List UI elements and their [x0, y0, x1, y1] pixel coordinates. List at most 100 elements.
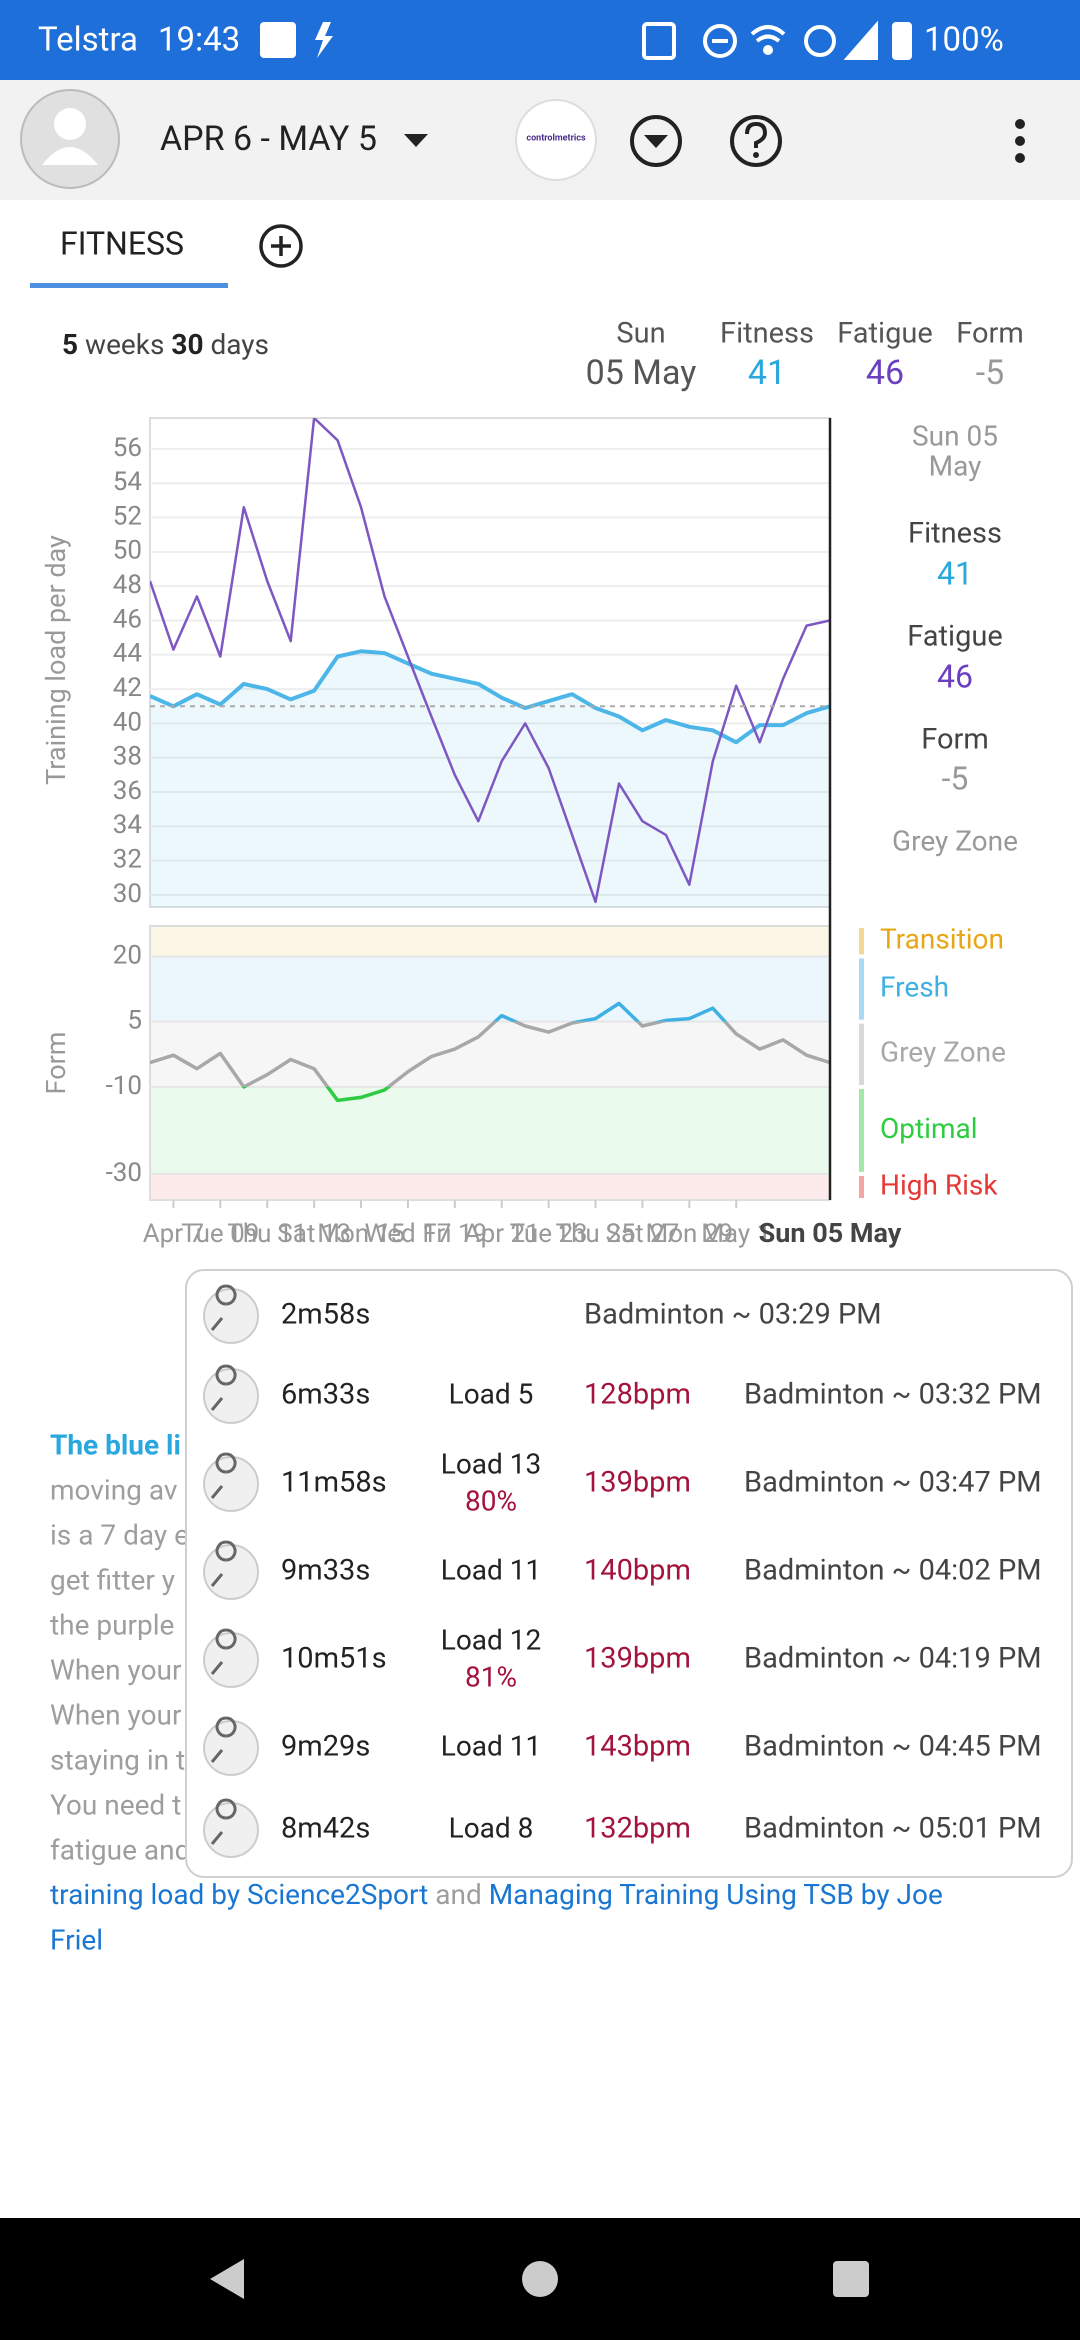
add-tab[interactable]	[259, 224, 303, 268]
x-highlight-label: Sun 05 May	[759, 1217, 902, 1249]
article-links: training load by Science2Sport and Manag…	[50, 1878, 943, 1911]
activity: Badminton ~ 04:45 PM	[744, 1730, 1042, 1764]
racket-glyph	[210, 1540, 237, 1587]
menu-button[interactable]	[1015, 119, 1025, 163]
form-line	[492, 1001, 728, 1022]
y-tick-label: 40	[113, 707, 142, 737]
heart-rate: 128bpm	[584, 1378, 691, 1412]
form-value: -5	[976, 353, 1005, 393]
activity-row[interactable]: 9m29s Load 11 143bpm Badminton ~ 04:45 PM	[203, 1716, 1042, 1776]
activity-icon	[203, 1544, 259, 1600]
avatar[interactable]	[20, 89, 120, 189]
form-line-zone	[492, 1001, 728, 1022]
series-line	[150, 418, 830, 904]
activity-row[interactable]: 11m58s Load 13 80% 139bpm Badminton ~ 03:47 …	[203, 1447, 1042, 1517]
zone-label: Grey Zone	[880, 1036, 1006, 1069]
summary-day: Sun	[616, 317, 665, 351]
article-line: the purple	[50, 1608, 174, 1641]
fitness-value: 41	[748, 353, 786, 393]
zone-legend-bar	[859, 1175, 864, 1198]
logo-text: controlmetrics	[526, 133, 586, 143]
racket-glyph	[210, 1716, 237, 1763]
y-tick-label: -30	[106, 1158, 142, 1188]
carrier: Telstra	[38, 21, 138, 60]
filter-button[interactable]	[630, 115, 682, 167]
battery: 100%	[924, 21, 1004, 60]
tab-indicator	[30, 283, 228, 288]
duration: 2m58s	[281, 1298, 370, 1332]
zone-legend-bar	[859, 1023, 864, 1085]
summary-date: 05 May	[586, 353, 697, 393]
activity: Badminton ~ 05:01 PM	[744, 1812, 1042, 1846]
load: Load 8	[449, 1811, 534, 1844]
load: Load 11	[441, 1553, 542, 1586]
load: Load 5	[449, 1377, 534, 1410]
activity-row[interactable]: 10m51s Load 12 81% 139bpm Badminton ~ 04:19 …	[203, 1623, 1042, 1693]
fatigue-label: Fatigue	[837, 317, 933, 351]
zone-label: Transition	[880, 923, 1004, 956]
recents-button[interactable]	[833, 2261, 869, 2297]
zone-legend-bar	[859, 928, 864, 955]
activity-row[interactable]: 2m58s Badminton ~ 03:29 PM	[203, 1284, 882, 1344]
tab-fitness[interactable]: FITNESS	[60, 224, 184, 262]
article-line: fatigue and	[50, 1833, 190, 1866]
app-icon	[260, 22, 296, 58]
link[interactable]: training load by Science2Sport	[50, 1878, 428, 1911]
home-button[interactable]	[522, 2261, 558, 2297]
side-fitness: 41	[937, 554, 973, 592]
article-line: moving av	[50, 1473, 178, 1506]
y-tick-label: 48	[113, 570, 142, 600]
x-tick-label: Sat 13	[277, 1219, 351, 1249]
joiner: and	[435, 1878, 481, 1911]
form-line-zone	[150, 1021, 830, 1087]
activity: Badminton ~ 04:19 PM	[744, 1642, 1042, 1676]
heart-rate: 132bpm	[584, 1812, 691, 1846]
y-tick-label: 52	[113, 501, 142, 531]
side-fatigue: 46	[937, 657, 973, 695]
activity: Badminton ~ 03:32 PM	[744, 1378, 1042, 1412]
side-form-label: Form	[921, 723, 989, 757]
system-icons	[642, 20, 912, 60]
zone-legend-bar	[859, 958, 864, 1020]
y-tick-label: 36	[113, 776, 142, 806]
logo[interactable]	[515, 99, 597, 181]
y-tick-label: 44	[113, 639, 143, 669]
zone-label: Optimal	[880, 1112, 978, 1145]
x-tick-label: Apr 21	[464, 1219, 540, 1249]
activity-row[interactable]: 9m33s Load 11 140bpm Badminton ~ 04:02 PM	[203, 1540, 1042, 1600]
back-button[interactable]	[210, 2259, 244, 2299]
load-lines	[150, 418, 830, 907]
article-line: You need t	[50, 1788, 181, 1821]
y-tick-label: 32	[113, 845, 142, 875]
duration: 10m51s	[281, 1642, 387, 1676]
y-tick-label: 56	[113, 433, 142, 463]
duration: 6m33s	[281, 1378, 370, 1412]
date-range[interactable]: APR 6 - MAY 5	[160, 119, 377, 159]
popup-card	[185, 1269, 1073, 1878]
charts: 30 32 34 36 38 40 42 44 46 48 50 52 54 56 Training loa…	[40, 417, 1006, 1249]
article-lead: The blue li	[50, 1428, 181, 1461]
charging-icon	[315, 22, 333, 58]
dropdown-arrow[interactable]	[404, 134, 428, 147]
activity: Badminton ~ 03:47 PM	[744, 1466, 1042, 1500]
x-tick-label: Fri 19	[422, 1219, 487, 1249]
racket-glyph	[210, 1364, 237, 1411]
link[interactable]: Managing Training Using TSB by Joe	[489, 1878, 943, 1911]
x-tick-label: Thu 11	[227, 1219, 307, 1249]
y-tick-label: 30	[113, 879, 142, 909]
x-tick-label: Sat 27	[606, 1219, 680, 1249]
help-button[interactable]	[730, 115, 782, 167]
x-tick-label: Mon 15	[317, 1219, 405, 1249]
duration: 11m58s	[281, 1466, 387, 1500]
series-line	[150, 649, 830, 745]
side-fitness-label: Fitness	[908, 517, 1002, 551]
activity-row[interactable]: 8m42s Load 8 132bpm Badminton ~ 05:01 PM	[203, 1798, 1042, 1858]
x-tick-label: Tue 09	[181, 1219, 259, 1249]
form-label: Form	[956, 317, 1024, 351]
series-line-area	[150, 651, 830, 907]
activity-row[interactable]: 6m33s Load 5 128bpm Badminton ~ 03:32 PM	[203, 1364, 1042, 1424]
side-zone: Grey Zone	[892, 824, 1018, 857]
racket-glyph	[210, 1628, 237, 1675]
y-tick-label: 50	[113, 536, 142, 566]
